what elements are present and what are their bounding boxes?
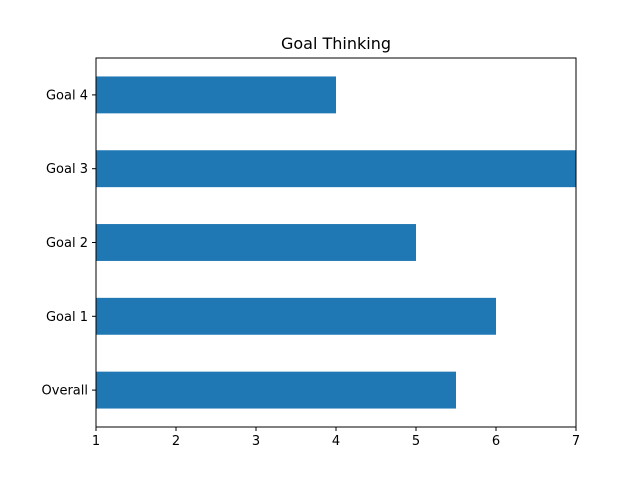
bar-goal-4 [96,76,336,114]
bars-layer [96,76,576,409]
y-tick-label: Goal 2 [46,236,88,251]
bar-overall [96,371,456,409]
y-tick-label: Overall [42,384,88,399]
x-tick-label: 2 [172,434,180,449]
bar-goal-1 [96,297,496,335]
x-tick-label: 3 [252,434,260,449]
x-tick-label: 1 [92,434,100,449]
chart-title: Goal Thinking [281,34,391,53]
bar-goal-2 [96,224,416,261]
y-tick-label: Goal 3 [46,162,88,177]
x-tick-label: 7 [572,434,580,449]
x-tick-label: 4 [332,434,340,449]
x-tick-label: 6 [492,434,500,449]
y-tick-label: Goal 4 [46,88,88,103]
y-tick-label: Goal 1 [46,310,88,325]
x-tick-label: 5 [412,434,420,449]
bar-goal-3 [96,150,576,188]
axes-layer: Overall Goal 1 Goal 2 Goal 3 Goal 4 1 2 3 4 5 6 7 [42,57,580,449]
